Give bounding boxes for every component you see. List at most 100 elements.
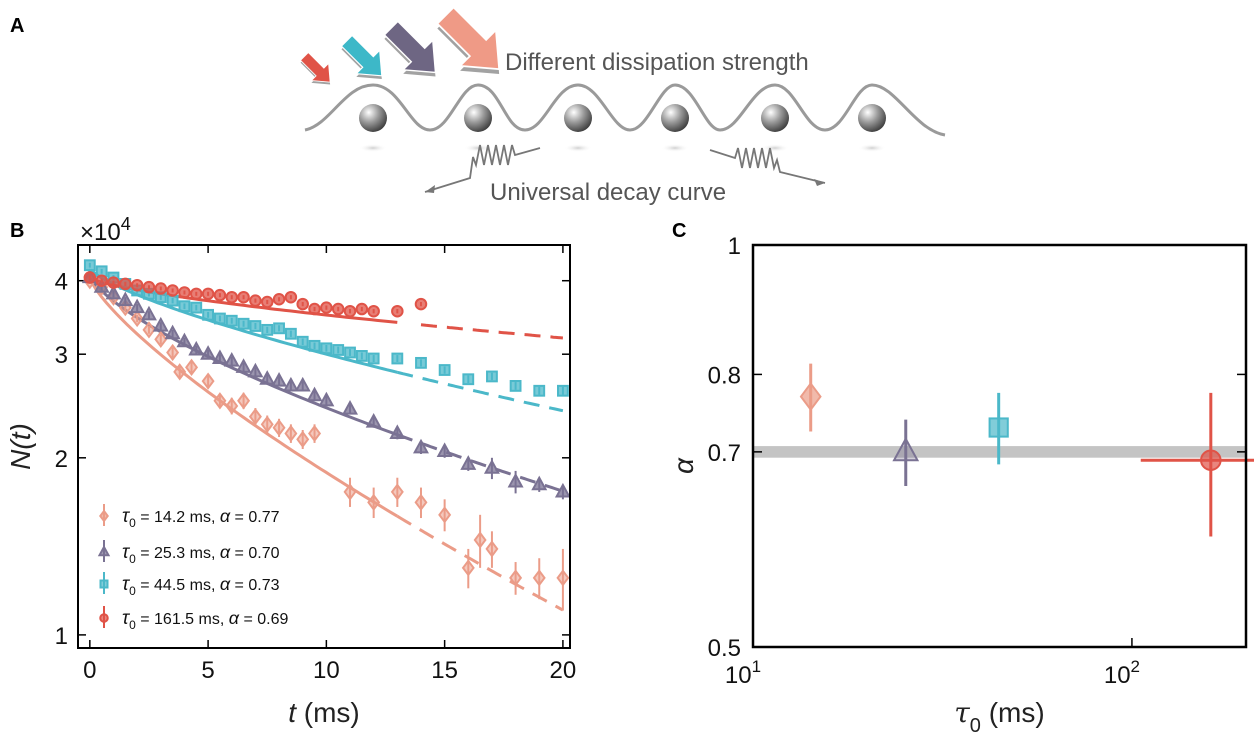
data-point <box>438 364 451 376</box>
x-axis-label: t (ms) <box>288 697 360 728</box>
series-circle <box>83 271 428 318</box>
data-point <box>213 392 227 410</box>
data-point <box>188 340 205 356</box>
dissipation-arrow <box>299 51 331 85</box>
data-point <box>460 455 477 470</box>
point-diamond <box>799 363 822 432</box>
x-tick-label: 20 <box>550 657 577 684</box>
data-point <box>473 531 487 549</box>
panel-c-label: C <box>672 220 686 242</box>
dissipation-arrow <box>383 20 437 77</box>
x-tick-label: 10 <box>313 657 340 684</box>
legend-marker <box>99 579 109 589</box>
alpha-plot: 0.5 0.7 0.8 1 101 102 τ0 (ms) α <box>668 233 1254 734</box>
data-point <box>284 290 298 304</box>
data-point <box>389 424 406 440</box>
fit-line-solid <box>90 268 398 374</box>
data-point <box>200 345 217 360</box>
data-point <box>271 372 288 387</box>
point-circle <box>1140 392 1254 537</box>
legend-marker <box>99 613 109 623</box>
data-point <box>342 400 359 415</box>
data-point <box>485 540 499 558</box>
fit-line-solid <box>89 280 399 518</box>
data-point <box>365 413 382 428</box>
data-point <box>343 304 357 318</box>
data-point <box>260 415 274 433</box>
atom <box>661 104 689 132</box>
data-point <box>225 314 238 327</box>
data-point <box>306 386 323 402</box>
data-point <box>119 277 132 291</box>
data-point <box>412 438 429 454</box>
legend-entry: τ0 = 44.5 ms, α = 0.73 <box>122 574 280 598</box>
data-point <box>391 304 404 318</box>
data-point <box>414 297 428 311</box>
x-axis-unit: (ms) <box>296 697 360 728</box>
dissipation-arrow <box>340 34 383 79</box>
annotation-dissipation: Different dissipation strength <box>505 49 809 76</box>
data-point <box>282 376 299 392</box>
data-point <box>483 459 500 474</box>
data-point <box>225 290 238 304</box>
series-diamond <box>83 272 570 611</box>
data-point <box>272 292 286 306</box>
data-point <box>391 352 404 365</box>
data-point <box>892 436 920 462</box>
emission-wave-left <box>424 144 541 193</box>
legend-entry: τ0 = 14.2 ms, α = 0.77 <box>122 506 280 530</box>
atom-shadow <box>761 144 789 152</box>
data-point <box>343 483 357 501</box>
x-tick-label: 101 <box>725 657 761 689</box>
data-point <box>142 280 156 294</box>
data-point <box>117 291 134 307</box>
data-point <box>557 384 569 397</box>
atom-shadow <box>359 144 387 152</box>
annotation-decay: Universal decay curve <box>490 179 726 206</box>
data-point <box>202 308 214 321</box>
data-point <box>259 370 276 385</box>
data-point <box>507 472 524 488</box>
emission-arrowhead-right <box>814 179 825 186</box>
panel-b-label: B <box>10 220 24 242</box>
legend-marker <box>97 544 111 557</box>
data-point <box>249 320 262 332</box>
data-point <box>294 376 311 392</box>
data-point <box>248 407 262 426</box>
data-point <box>129 298 146 314</box>
data-point <box>296 430 310 448</box>
data-point <box>260 295 274 309</box>
data-point <box>166 294 179 307</box>
data-point <box>237 392 251 410</box>
data-point <box>130 278 144 292</box>
fit-line-dashed <box>420 323 564 340</box>
y-tick-label: 2 <box>55 446 68 473</box>
data-point <box>532 569 546 587</box>
atom-shadow <box>661 144 689 152</box>
data-point <box>105 284 122 300</box>
data-point <box>1200 449 1222 471</box>
fit-line-dashed <box>396 433 564 493</box>
data-point <box>390 483 404 501</box>
data-point <box>140 305 157 321</box>
y-tick-label: 3 <box>55 342 68 369</box>
point-square <box>988 392 1009 465</box>
data-point <box>95 274 108 287</box>
y-tick-label: 0.7 <box>708 440 741 467</box>
data-point <box>142 321 156 339</box>
data-point <box>415 356 427 369</box>
data-point <box>308 302 321 316</box>
data-point <box>320 301 333 314</box>
data-point <box>533 384 546 397</box>
plot-frame <box>77 244 571 649</box>
legend-entry: τ0 = 25.3 ms, α = 0.70 <box>122 542 280 566</box>
data-point <box>308 339 321 352</box>
atom <box>761 104 789 132</box>
data-point <box>318 391 335 407</box>
fit-line-dashed <box>396 370 564 413</box>
data-point <box>190 301 203 314</box>
atom <box>564 104 592 132</box>
